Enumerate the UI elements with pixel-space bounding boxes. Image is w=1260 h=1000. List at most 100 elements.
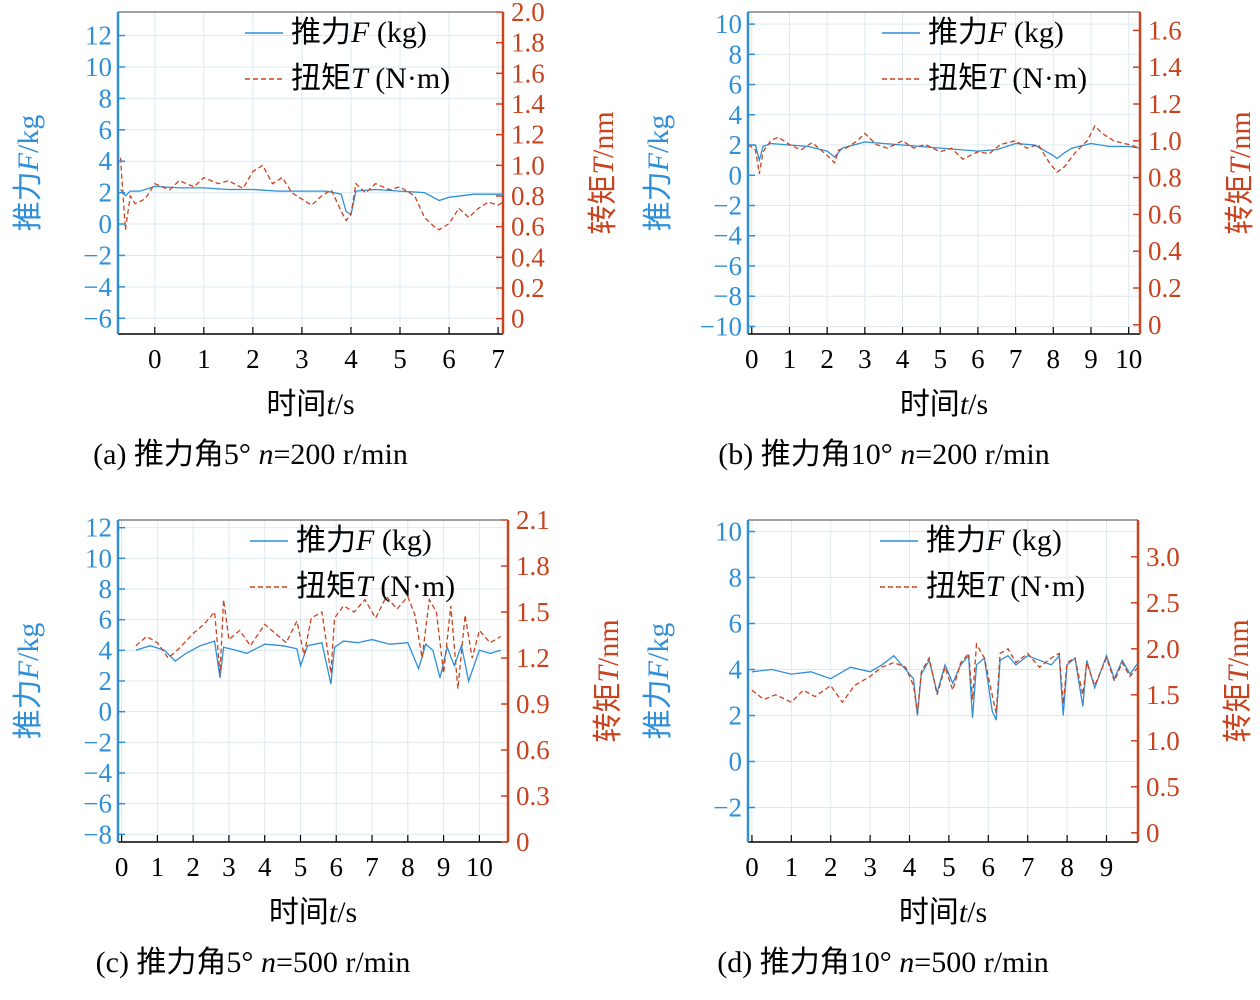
y-left-tick-label: −4 xyxy=(713,221,742,251)
x-tick-label: 2 xyxy=(820,344,834,374)
y-left-tick-label: 10 xyxy=(715,517,742,547)
y-right-tick-label: 0.9 xyxy=(516,689,550,719)
x-tick-label: 0 xyxy=(745,344,759,374)
legend-thrust-label-var: F xyxy=(987,16,1007,49)
caption-prefix: (a) 推力角5° xyxy=(93,438,258,471)
legend-torque-label-var: T xyxy=(988,62,1007,95)
y-left-tick-label: 12 xyxy=(85,513,112,543)
panel-caption: (a) 推力角5° n=200 r/min xyxy=(93,438,408,471)
caption-prefix: (c) 推力角5° xyxy=(96,946,261,979)
right-axis-title-var: T xyxy=(587,156,620,175)
y-left-tick-label: 4 xyxy=(729,100,743,130)
legend-thrust-label-prefix: 推力 xyxy=(291,16,351,49)
thrust-series-line xyxy=(135,638,501,685)
x-tick-label: 1 xyxy=(785,852,799,882)
legend-torque-label-prefix: 扭矩 xyxy=(926,570,986,603)
y-left-tick-label: 10 xyxy=(715,9,742,39)
right-axis-title-prefix: 转矩 xyxy=(592,683,625,743)
x-tick-label: 4 xyxy=(344,344,358,374)
caption-suffix: =500 r/min xyxy=(276,946,410,979)
left-axis-title-var: F xyxy=(12,152,45,172)
legend-torque-label-prefix: 扭矩 xyxy=(296,570,356,603)
legend-thrust-label-prefix: 推力 xyxy=(926,524,986,557)
left-axis-title-var: F xyxy=(642,152,675,172)
legend-thrust-label-var: F xyxy=(355,524,375,557)
y-left-tick-label: 6 xyxy=(729,609,743,639)
caption-n: n xyxy=(261,946,276,979)
left-axis-title-var: F xyxy=(642,660,675,680)
y-right-tick-label: 0 xyxy=(1148,310,1162,340)
plot-area xyxy=(118,12,503,334)
y-right-tick-label: 2.0 xyxy=(511,0,545,27)
panel-caption: (b) 推力角10° n=200 r/min xyxy=(718,438,1049,471)
x-tick-label: 5 xyxy=(933,344,947,374)
left-axis-title: 推力F/kg xyxy=(642,623,675,740)
x-axis-title-var: t xyxy=(326,388,335,421)
y-left-tick-label: −4 xyxy=(83,758,112,788)
x-tick-label: 6 xyxy=(971,344,985,374)
legend-thrust-label-suffix: (kg) xyxy=(374,524,431,557)
y-left-tick-label: 2 xyxy=(99,178,113,208)
x-tick-label: 7 xyxy=(1009,344,1023,374)
y-left-tick-label: 4 xyxy=(99,635,113,665)
y-right-tick-label: 0.8 xyxy=(511,181,545,211)
x-tick-label: 0 xyxy=(115,852,129,882)
legend-thrust-label-var: F xyxy=(350,16,370,49)
y-left-tick-label: 6 xyxy=(99,115,113,145)
y-left-tick-label: −2 xyxy=(713,793,742,823)
x-tick-label: 3 xyxy=(295,344,309,374)
y-right-tick-label: 0.3 xyxy=(516,781,550,811)
y-right-tick-label: 2.0 xyxy=(1146,634,1180,664)
y-right-tick-label: 1.0 xyxy=(1148,126,1182,156)
legend-thrust-label: 推力F (kg) xyxy=(296,524,432,557)
y-right-tick-label: 1.0 xyxy=(1146,726,1180,756)
right-axis-title-suffix: /nm xyxy=(1224,111,1257,158)
chart-panel-c: 0 1 2 3 4 5 6 7 8 9 10 −8 −6 −4 −2 0 2 4 6 8 10 12 0 0.3 0.6 0.9 1… xyxy=(0,500,630,1000)
y-right-tick-label: 1.4 xyxy=(1148,52,1182,82)
x-axis-title-suffix: /s xyxy=(967,896,987,929)
x-axis-title-suffix: /s xyxy=(968,388,988,421)
x-axis-title-var: t xyxy=(960,388,969,421)
y-right-tick-label: 1.2 xyxy=(1148,89,1182,119)
y-left-tick-label: −8 xyxy=(713,281,742,311)
legend-torque-label-suffix: (N·m) xyxy=(368,62,450,95)
x-tick-label: 2 xyxy=(186,852,200,882)
right-axis-title: 转矩T/nm xyxy=(1222,619,1255,742)
x-axis-title-suffix: /s xyxy=(335,388,355,421)
x-axis-title-prefix: 时间 xyxy=(899,896,959,929)
y-right-tick-label: 0 xyxy=(516,827,530,857)
right-axis-title: 转矩T/nm xyxy=(592,619,625,742)
right-axis-title-suffix: /nm xyxy=(587,111,620,158)
legend-thrust-label: 推力F (kg) xyxy=(291,16,427,49)
legend-thrust-label-prefix: 推力 xyxy=(296,524,356,557)
x-axis-title-var: t xyxy=(329,896,338,929)
caption-n: n xyxy=(899,946,914,979)
x-tick-label: 1 xyxy=(197,344,211,374)
thrust-series-line xyxy=(748,141,1140,163)
x-axis-title-prefix: 时间 xyxy=(269,896,329,929)
x-tick-label: 10 xyxy=(1115,344,1142,374)
x-tick-label: 4 xyxy=(258,852,272,882)
y-right-tick-label: 1.8 xyxy=(511,28,545,58)
legend-thrust-label-suffix: (kg) xyxy=(369,16,426,49)
x-tick-label: 3 xyxy=(858,344,872,374)
right-axis-title-prefix: 转矩 xyxy=(1222,683,1255,743)
y-right-tick-label: 1.5 xyxy=(1146,680,1180,710)
x-tick-label: 4 xyxy=(903,852,917,882)
x-tick-label: 9 xyxy=(1084,344,1098,374)
y-right-tick-label: 1.0 xyxy=(511,150,545,180)
chart-svg: 0 1 2 3 4 5 6 7 8 9−2024681000.51.01.52.02.53.0推力… xyxy=(642,517,1255,980)
x-tick-label: 5 xyxy=(942,852,956,882)
legend-torque-label: 扭矩T (N·m) xyxy=(291,62,450,95)
y-left-tick-label: 2 xyxy=(99,666,113,696)
panel-caption: (c) 推力角5° n=500 r/min xyxy=(96,946,411,979)
y-left-tick-label: −6 xyxy=(713,251,742,281)
x-axis-title: 时间t/s xyxy=(899,896,987,929)
y-left-tick-label: 6 xyxy=(99,605,113,635)
caption-suffix: =500 r/min xyxy=(914,946,1048,979)
y-left-tick-label: −8 xyxy=(83,819,112,849)
x-tick-label: 7 xyxy=(365,852,379,882)
y-left-tick-label: −2 xyxy=(83,240,112,270)
legend-thrust-label: 推力F (kg) xyxy=(928,16,1064,49)
right-axis-title-prefix: 转矩 xyxy=(587,175,620,235)
